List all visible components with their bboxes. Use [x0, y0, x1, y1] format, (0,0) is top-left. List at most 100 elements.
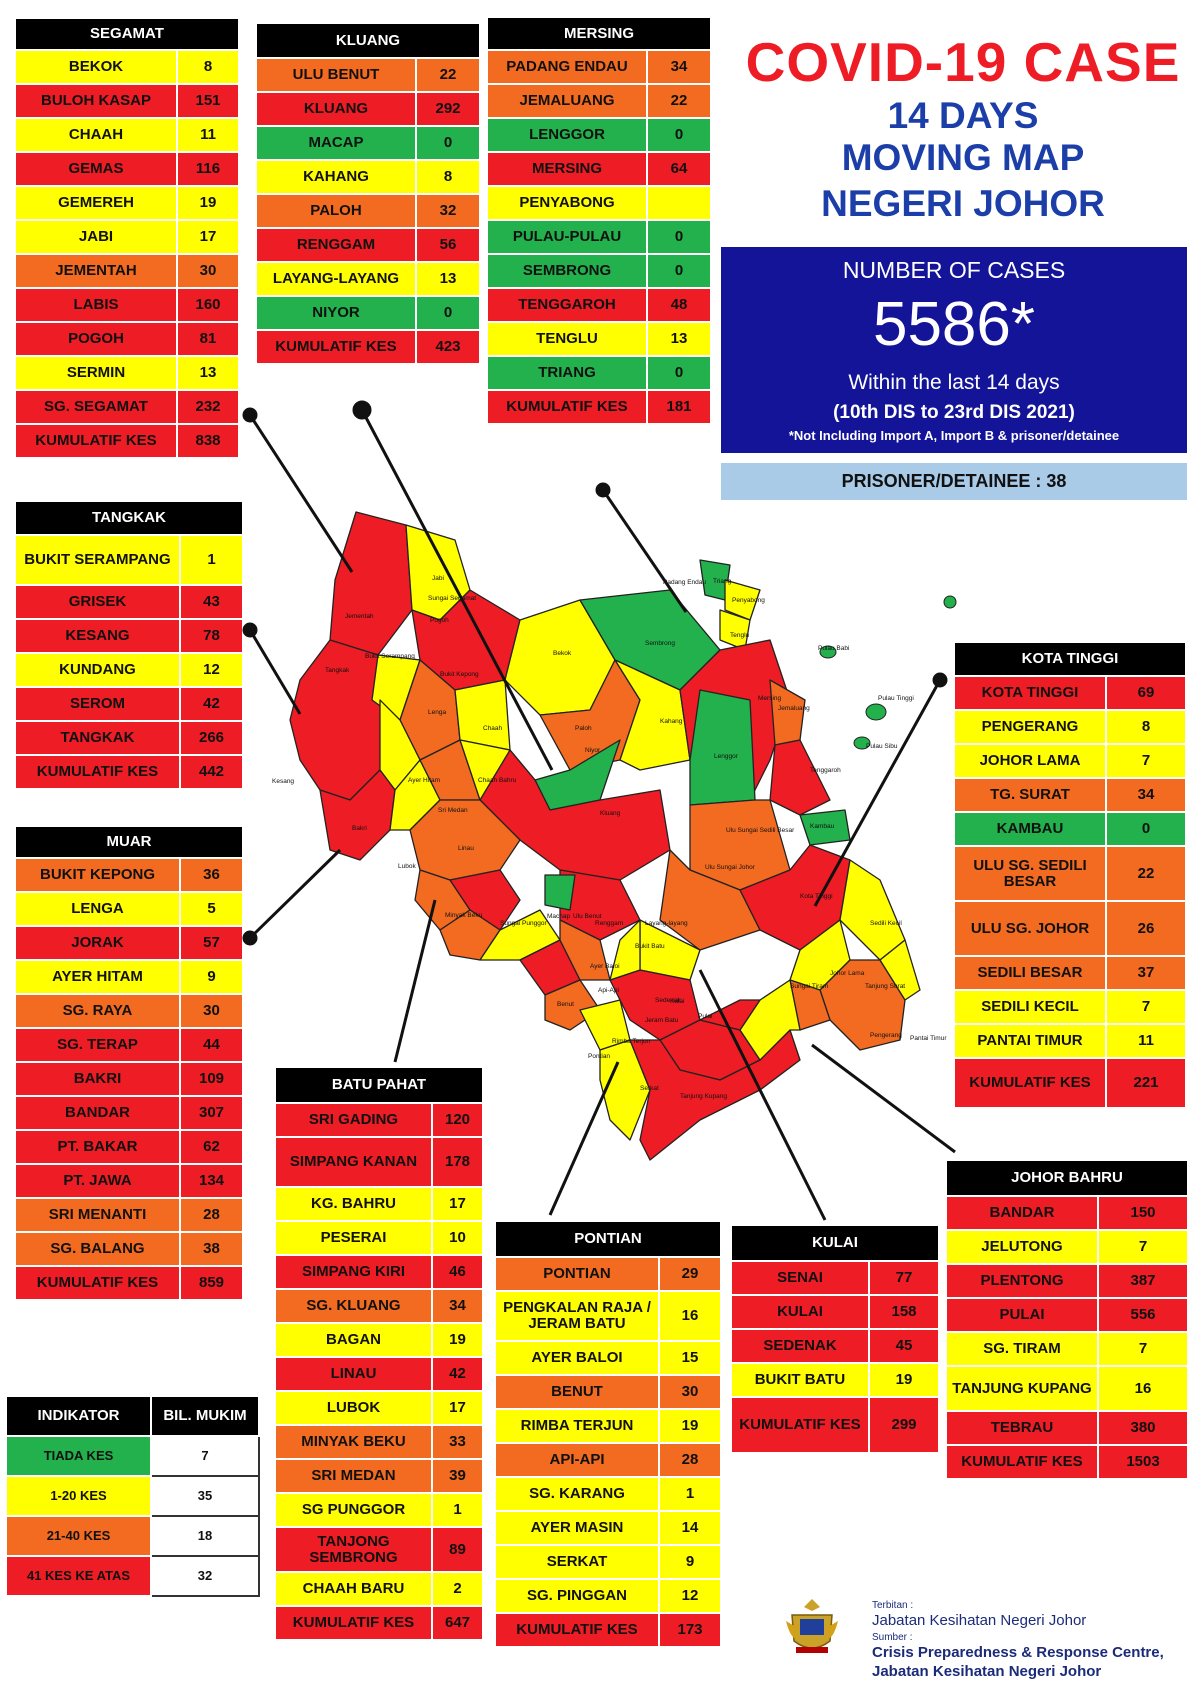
pontian-table: PONTIAN PONTIAN 29 PENGKALAN RAJA / JERAM …: [494, 1220, 722, 1648]
map-label-layang-layang: Layang-layang: [645, 920, 688, 927]
mukim-name: LABIS: [14, 287, 178, 323]
tangkak-leader-line: [248, 629, 302, 715]
region-ulu-sg-johor: [659, 849, 761, 951]
legend-category: TIADA KES: [5, 1435, 152, 1477]
map-label-jementah: Jementah: [345, 613, 374, 620]
mersing-table-title: MERSING: [486, 16, 712, 51]
region-paloh: [539, 659, 641, 771]
mersing-leader-line: [601, 489, 688, 613]
table-row: LAYANG-LAYANG 13: [255, 261, 481, 297]
mukim-case-count: 42: [179, 686, 244, 722]
mukim-name: TRIANG: [486, 355, 648, 391]
muar-leader-line: [248, 848, 342, 940]
mukim-case-count: 16: [1097, 1365, 1189, 1412]
mukim-case-count: 0: [646, 219, 712, 255]
mukim-name: BUKIT BATU: [730, 1362, 870, 1398]
mukim-name: SG. RAYA: [14, 993, 181, 1029]
mukim-case-count: 17: [431, 1186, 484, 1222]
mukim-name: LENGA: [14, 891, 181, 927]
map-label-ayer-baloi: Ayer Baloi: [590, 963, 620, 970]
table-row: LENGA 5: [14, 891, 244, 927]
map-label-ayer-hitam: Ayer Hitam: [408, 777, 440, 784]
map-label-api-api: Api-Api: [598, 987, 619, 994]
mukim-name: AYER MASIN: [494, 1510, 660, 1546]
region-chaah: [454, 679, 511, 751]
mukim-name: POGOH: [14, 321, 178, 357]
mukim-name: AYER BALOI: [494, 1340, 660, 1376]
region-lenggor: [689, 689, 756, 806]
mukim-case-count: 7: [1097, 1229, 1189, 1265]
table-row: SG. TERAP 44: [14, 1027, 244, 1063]
table-row: SEROM 42: [14, 686, 244, 722]
table-row: SG. BALANG 38: [14, 1231, 244, 1267]
map-label-kota-tinggi: Kota Tinggi: [800, 893, 833, 900]
table-row: ULU BENUT 22: [255, 57, 481, 93]
map-label-kambau: Kambau: [810, 823, 835, 830]
region-muar-south: [319, 769, 396, 861]
table-row: PLENTONG 387: [945, 1263, 1189, 1299]
mukim-case-count: 7: [1105, 743, 1187, 779]
cases-total: 5586*: [872, 290, 1036, 359]
mukim-case-count: 14: [658, 1510, 722, 1546]
region-jabi: [405, 524, 471, 621]
map-label-johor-lama: Johor Lama: [830, 970, 865, 977]
table-row: MINYAK BEKU 33: [274, 1424, 484, 1460]
table-row: BENUT 30: [494, 1374, 722, 1410]
segamat-table: SEGAMAT BEKOK 8 BULOH KASAP 151 CHAAH 11 GEMAS…: [14, 17, 240, 459]
table-row: BAGAN 19: [274, 1322, 484, 1358]
map-label-sungai-tiram: Sungai Tiram: [790, 983, 828, 990]
region-bekok: [504, 599, 616, 716]
mukim-name: BUKIT SERAMPANG: [14, 534, 181, 586]
legend-category: 21-40 KES: [5, 1515, 152, 1557]
kumulatif-kes-value: 442: [179, 754, 244, 790]
table-row: GRISEK 43: [14, 584, 244, 620]
mukim-case-count: 7: [1105, 989, 1187, 1025]
mukim-case-count: 78: [179, 618, 244, 654]
map-label-kesang: Kesang: [272, 778, 294, 785]
tangkak-table-title: TANGKAK: [14, 500, 244, 536]
mukim-name: SG. SEGAMAT: [14, 389, 178, 425]
table-row: SG. SEGAMAT 232: [14, 389, 240, 425]
mukim-case-count: 307: [179, 1095, 244, 1131]
mukim-name: SEDENAK: [730, 1328, 870, 1364]
mukim-case-count: 44: [179, 1027, 244, 1063]
mukim-name: JELUTONG: [945, 1229, 1099, 1265]
table-row: POGOH 81: [14, 321, 240, 357]
kota-tinggi-leader-line: [813, 679, 942, 907]
mukim-name: SEDILI KECIL: [953, 989, 1107, 1025]
map-label-linau: Linau: [458, 845, 474, 852]
mukim-name: SG. TIRAM: [945, 1331, 1099, 1367]
table-row: SEDENAK 45: [730, 1328, 940, 1364]
mukim-name: SG. PINGGAN: [494, 1578, 660, 1614]
map-label-sedenak: Sedenak: [655, 997, 681, 1004]
region-benut: [544, 979, 601, 1031]
region-kulai: [659, 1019, 761, 1081]
mukim-case-count: 19: [176, 185, 240, 221]
table-row: PULAI 556: [945, 1297, 1189, 1333]
region-chaah-bahru: [459, 739, 536, 801]
mukim-case-count: 33: [431, 1424, 484, 1460]
mukim-name: BENUT: [494, 1374, 660, 1410]
map-label-kahang: Kahang: [660, 718, 683, 725]
mersing-total-row: KUMULATIF KES 181: [486, 389, 712, 425]
table-row: SG PUNGGOR 1: [274, 1492, 484, 1528]
table-row: JEMENTAH 30: [14, 253, 240, 289]
mukim-case-count: 19: [658, 1408, 722, 1444]
table-row: KAHANG 8: [255, 159, 481, 195]
table-row: RIMBA TERJUN 19: [494, 1408, 722, 1444]
region-tangkak-north: [329, 511, 413, 656]
map-label-ulu-sg-johor: Ulu Sungai Johor: [705, 864, 756, 871]
region-tenggaroh: [769, 739, 831, 816]
batu-pahat-leader-line: [393, 899, 437, 1063]
tangkak-table: TANGKAK BUKIT SERAMPANG 1 GRISEK 43 KESANG 78…: [14, 500, 244, 790]
table-row: PENYABONG: [486, 185, 712, 221]
cases-date-range: (10th DIS to 23rd DIS 2021): [833, 402, 1075, 423]
table-row: BANDAR 150: [945, 1195, 1189, 1231]
table-row: KLUANG 292: [255, 91, 481, 127]
table-row: AYER MASIN 14: [494, 1510, 722, 1546]
mukim-case-count: 292: [415, 91, 481, 127]
mukim-name: SEROM: [14, 686, 181, 722]
mukim-name: BANDAR: [14, 1095, 181, 1131]
table-row: CHAAH BARU 2: [274, 1571, 484, 1607]
table-row: LUBOK 17: [274, 1390, 484, 1426]
